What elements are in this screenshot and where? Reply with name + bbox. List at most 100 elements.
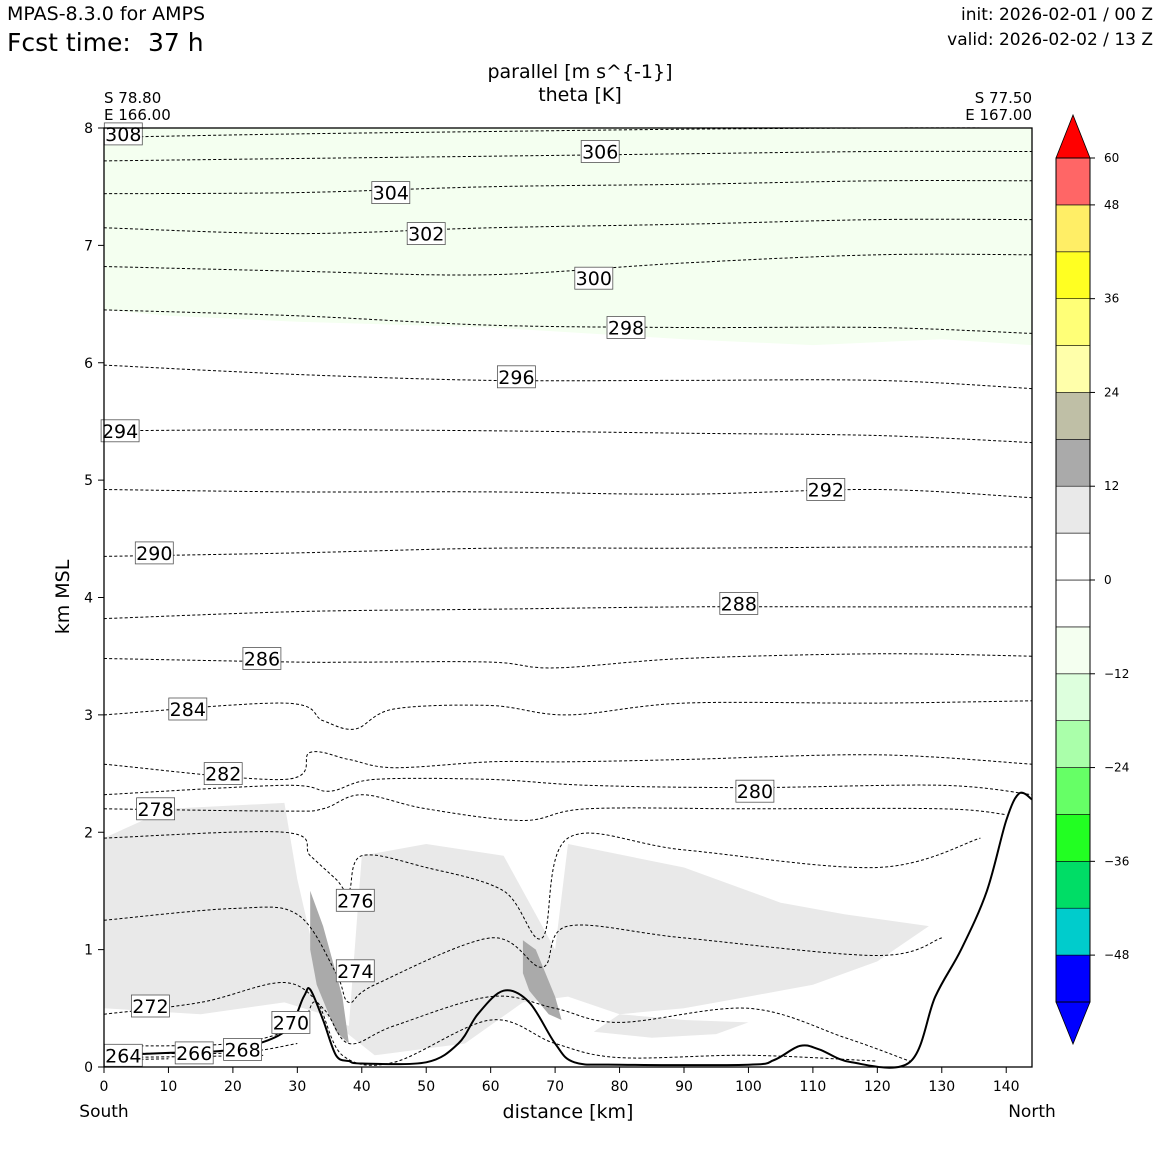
theta-contour-288	[103, 606, 1032, 620]
colorbar-segment--42	[1055, 860, 1091, 909]
y-tick-label-2: 2	[84, 825, 93, 841]
y-tick-label-0: 0	[84, 1060, 93, 1076]
contour-label-box-294	[100, 419, 140, 443]
x-tick-label-110: 110	[800, 1079, 827, 1095]
theta-contour-304	[103, 180, 1033, 195]
contour-label-box-302	[406, 222, 446, 246]
colorbar-segment-42	[1055, 204, 1091, 253]
theta-contour-286	[103, 653, 1033, 669]
wind-fill-6-12	[104, 802, 929, 1056]
contour-label-266: 266	[176, 1043, 212, 1065]
contour-label-278: 278	[137, 799, 173, 821]
colorbar-segment--54	[1055, 954, 1091, 1003]
forecast-time-value: 37 h	[148, 28, 204, 57]
contour-label-box-290	[134, 541, 174, 565]
x-tick-label-120: 120	[864, 1079, 891, 1095]
y-tick-label-5: 5	[84, 473, 93, 489]
x-tick-label-20: 20	[224, 1079, 242, 1095]
colorbar-segment--30	[1055, 767, 1091, 815]
y-tick-label-1: 1	[84, 943, 93, 959]
end-lat: S 77.50	[975, 89, 1032, 107]
contour-label-284: 284	[170, 699, 206, 721]
contour-label-276: 276	[337, 890, 373, 912]
contour-label-box-268	[223, 1038, 263, 1061]
contour-label-box-274	[335, 959, 375, 983]
colorbar-tick-label--12: −12	[1104, 667, 1129, 681]
theta-contour-282	[103, 751, 1033, 781]
colorbar-tick-label--48: −48	[1104, 948, 1129, 962]
colorbar-segment-48	[1055, 157, 1091, 206]
colorbar-over-arrow	[1055, 113, 1091, 159]
colorbar-tick-label-36: 36	[1104, 292, 1119, 306]
colorbar-tick-label-24: 24	[1104, 385, 1119, 399]
x-tick-label-80: 80	[611, 1079, 629, 1095]
end-direction: North	[1008, 1102, 1056, 1122]
contour-label-282: 282	[205, 764, 241, 786]
x-tick-label-60: 60	[482, 1079, 500, 1095]
wind-fill-12-18	[522, 940, 562, 1020]
colorbar-segment-0	[1055, 532, 1091, 581]
wind-fill-12-18	[310, 890, 349, 1044]
theta-contour-296	[103, 364, 1033, 390]
theta-contour-276	[103, 831, 981, 940]
theta-contour-278	[103, 794, 1007, 822]
contour-label-294: 294	[102, 421, 138, 443]
contour-label-box-276	[335, 888, 375, 912]
x-tick-label-140: 140	[993, 1079, 1020, 1095]
contour-label-270: 270	[273, 1012, 309, 1034]
chart-title-line1: parallel [m s^{-1}]	[487, 61, 672, 83]
wind-fill-layer	[104, 128, 1032, 1056]
contour-label-box-296	[496, 365, 536, 389]
y-axis-label: km MSL	[52, 559, 74, 634]
x-tick-label-0: 0	[100, 1079, 109, 1095]
contour-label-296: 296	[498, 367, 534, 389]
x-tick-label-90: 90	[675, 1079, 693, 1095]
contour-label-box-288	[719, 592, 759, 615]
x-tick-label-30: 30	[288, 1079, 306, 1095]
contour-label-box-298	[606, 316, 646, 339]
x-axis-label: distance [km]	[503, 1101, 634, 1123]
start-lat: S 78.80	[104, 89, 161, 107]
contour-label-box-272	[130, 994, 170, 1018]
colorbar-under-arrow	[1055, 1001, 1091, 1046]
contour-label-264: 264	[105, 1045, 141, 1067]
terrain-layer	[103, 791, 1033, 1069]
colorbar-segment-36	[1055, 251, 1091, 300]
theta-contour-280	[103, 777, 1033, 796]
init-time: init: 2026-02-01 / 00 Z	[960, 5, 1153, 25]
wind-fill-0-6	[104, 128, 1032, 346]
contour-label-box-280	[735, 779, 775, 803]
colorbar-segment-30	[1055, 298, 1091, 346]
theta-contour-294	[103, 429, 1033, 444]
x-axis: 0 10 20 30 40 50 60 70 80 90 100 110 120 130 140	[100, 1067, 1020, 1095]
theta-contour-306	[103, 150, 1033, 162]
contour-label-300: 300	[576, 268, 612, 290]
colorbar-segment--6	[1055, 579, 1091, 628]
model-title: MPAS-8.3.0 for AMPS	[7, 3, 206, 25]
contour-label-304: 304	[373, 183, 409, 205]
colorbar-segment--24	[1055, 720, 1091, 768]
colorbar-segment--48	[1055, 907, 1091, 956]
contour-label-268: 268	[224, 1039, 260, 1061]
contour-label-274: 274	[337, 961, 373, 983]
colorbar-segment--12	[1055, 626, 1091, 675]
chart-title-line2: theta [K]	[538, 84, 622, 106]
colorbar-segment--18	[1055, 673, 1091, 721]
contour-label-272: 272	[132, 996, 168, 1018]
theta-contour-274	[103, 906, 942, 1004]
y-tick-label-4: 4	[84, 591, 93, 607]
colorbar-tick-label--36: −36	[1104, 854, 1129, 868]
theta-contour-290	[103, 546, 1033, 557]
forecast-time-label: Fcst time:	[7, 28, 131, 57]
contour-label-box-286	[242, 647, 282, 670]
theta-contour-292	[103, 488, 1033, 499]
valid-time: valid: 2026-02-02 / 13 Z	[947, 30, 1153, 50]
x-tick-label-40: 40	[353, 1079, 371, 1095]
contour-label-box-266	[174, 1041, 214, 1065]
colorbar-segment--36	[1055, 814, 1091, 862]
y-axis: 0 1 2 3 4 5 6 7 8	[84, 121, 104, 1076]
x-tick-label-10: 10	[160, 1079, 178, 1095]
x-tick-label-70: 70	[546, 1079, 564, 1095]
colorbar-tick-label-60: 60	[1104, 151, 1119, 165]
colorbar-segment-12	[1055, 438, 1091, 487]
